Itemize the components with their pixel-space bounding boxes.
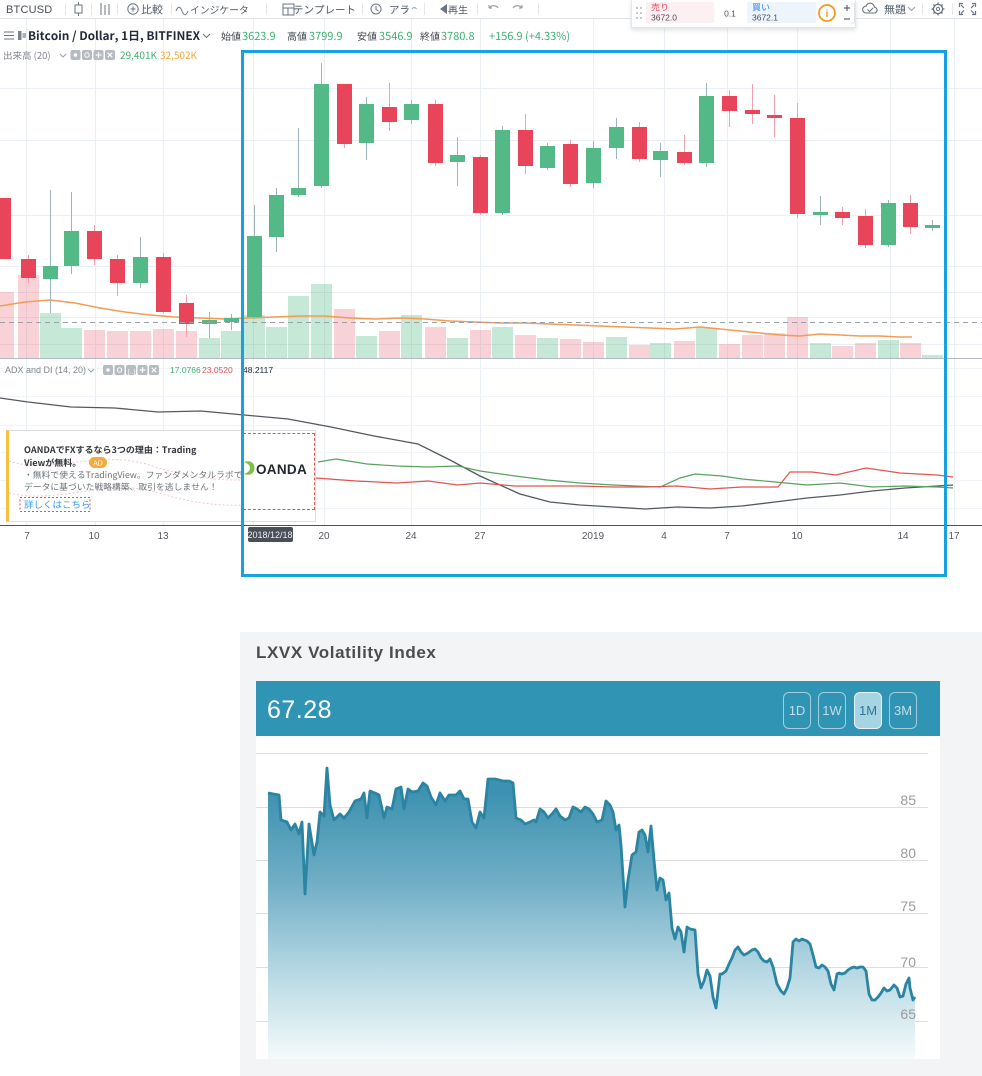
svg-text:48.2117: 48.2117 (243, 365, 273, 375)
svg-text:10: 10 (88, 531, 100, 542)
svg-text:23.0520: 23.0520 (202, 365, 233, 375)
svg-text:3672.1: 3672.1 (752, 13, 778, 23)
svg-text:13: 13 (157, 531, 169, 542)
svg-text:70: 70 (900, 954, 916, 970)
svg-text:7: 7 (24, 531, 30, 542)
svg-text:27: 27 (474, 531, 486, 542)
svg-text:75: 75 (900, 898, 916, 914)
svg-text:20: 20 (318, 531, 330, 542)
svg-text:17.0766: 17.0766 (170, 365, 201, 375)
svg-text:17: 17 (948, 531, 960, 542)
svg-text:65: 65 (900, 1006, 916, 1022)
svg-text:{..}: {..} (128, 369, 137, 376)
svg-text:0.1: 0.1 (724, 9, 736, 19)
svg-text:14: 14 (897, 531, 909, 542)
svg-text:ADX and DI (14, 20): ADX and DI (14, 20) (5, 365, 86, 375)
svg-text:10: 10 (791, 531, 803, 542)
svg-text:2019: 2019 (582, 531, 605, 542)
svg-text:AD: AD (93, 461, 103, 468)
svg-text:OANDA: OANDA (256, 462, 307, 477)
svg-text:i: i (826, 9, 829, 20)
svg-text:7: 7 (724, 531, 730, 542)
svg-text:85: 85 (900, 792, 916, 808)
svg-text:24: 24 (405, 531, 417, 542)
svg-text:80: 80 (900, 845, 916, 861)
svg-text:BTCUSD: BTCUSD (6, 4, 52, 16)
svg-text:4: 4 (661, 531, 667, 542)
svg-text:3672.0: 3672.0 (651, 13, 677, 23)
svg-text:2018/12/18: 2018/12/18 (247, 530, 292, 540)
